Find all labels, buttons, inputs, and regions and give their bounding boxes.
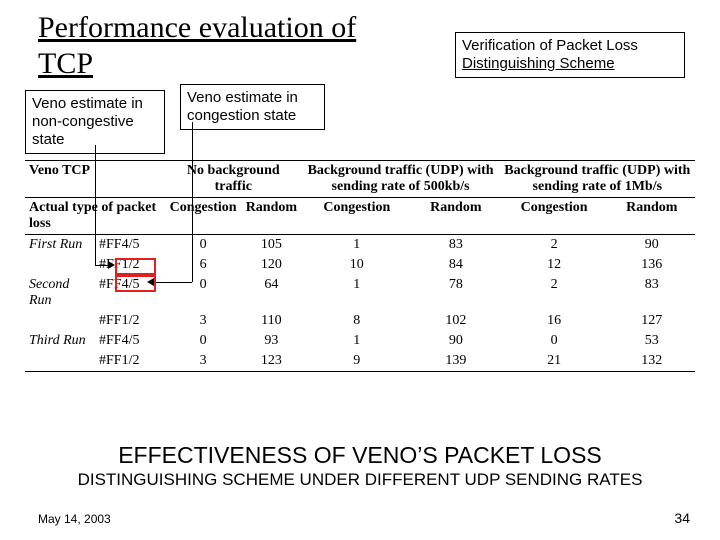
hdr-bg1m: Background traffic (UDP) with sending ra… xyxy=(500,161,695,198)
hdr-r2: Random xyxy=(412,198,500,235)
table-cell: 120 xyxy=(241,255,301,275)
row-metric-label: #FF4/5 xyxy=(95,235,165,256)
table-cell: 139 xyxy=(412,351,500,372)
table-cell: 132 xyxy=(609,351,695,372)
callout-right-l1: Verification of Packet Loss xyxy=(462,37,638,54)
table-cell: 136 xyxy=(609,255,695,275)
table-row: Third Run#FF4/5093190053 xyxy=(25,331,695,351)
table-cell: 1 xyxy=(302,235,412,256)
row-metric-label: #FF1/2 xyxy=(95,311,165,331)
hdr-blank1 xyxy=(95,161,165,198)
table-cell: 2 xyxy=(500,275,609,311)
table-cell: 110 xyxy=(241,311,301,331)
table-cell: 127 xyxy=(609,311,695,331)
table-header-row1: Veno TCP No background traffic Backgroun… xyxy=(25,161,695,198)
table-cell: 83 xyxy=(609,275,695,311)
hdr-c3: Congestion xyxy=(500,198,609,235)
table-cell: 2 xyxy=(500,235,609,256)
row-group-label: First Run xyxy=(25,235,95,256)
footer-date: May 14, 2003 xyxy=(38,512,111,526)
table-cell: 1 xyxy=(302,275,412,311)
table-row: First Run#FF4/50105183290 xyxy=(25,235,695,256)
table-cell: 84 xyxy=(412,255,500,275)
table-cell: 3 xyxy=(165,311,241,331)
title-line2: TCP xyxy=(38,47,93,80)
hdr-actual-type: Actual type of packet loss xyxy=(25,198,165,235)
row-group-label xyxy=(25,255,95,275)
data-table: Veno TCP No background traffic Backgroun… xyxy=(25,160,695,372)
callout-verification: Verification of Packet Loss Distinguishi… xyxy=(455,32,685,78)
callout-congestion: Veno estimate in congestion state xyxy=(180,84,325,130)
row-group-label: Third Run xyxy=(25,331,95,351)
row-metric-label: #FF1/2 xyxy=(95,255,165,275)
bottom-caption: EFFECTIVENESS OF VENO’S PACKET LOSS DIST… xyxy=(0,442,720,490)
table-cell: 10 xyxy=(302,255,412,275)
table-cell: 21 xyxy=(500,351,609,372)
table-cell: 0 xyxy=(165,275,241,311)
row-metric-label: #FF1/2 xyxy=(95,351,165,372)
row-metric-label: #FF4/5 xyxy=(95,331,165,351)
table-row: Second Run#FF4/5064178283 xyxy=(25,275,695,311)
table-cell: 102 xyxy=(412,311,500,331)
row-group-label xyxy=(25,311,95,331)
hdr-r1: Random xyxy=(241,198,301,235)
table-cell: 1 xyxy=(302,331,412,351)
table-row: #FF1/23110810216127 xyxy=(25,311,695,331)
bottom-line2: DISTINGUISHING SCHEME UNDER DIFFERENT UD… xyxy=(0,469,720,490)
hdr-c1: Congestion xyxy=(165,198,241,235)
table-cell: 0 xyxy=(500,331,609,351)
table-cell: 6 xyxy=(165,255,241,275)
row-metric-label: #FF4/5 xyxy=(95,275,165,311)
table-cell: 105 xyxy=(241,235,301,256)
footer-page-number: 34 xyxy=(674,510,690,526)
table-cell: 9 xyxy=(302,351,412,372)
table-cell: 83 xyxy=(412,235,500,256)
slide-title: Performance evaluation of TCP xyxy=(38,10,356,82)
table-header-row2: Actual type of packet loss Congestion Ra… xyxy=(25,198,695,235)
hdr-bg500: Background traffic (UDP) with sending ra… xyxy=(302,161,500,198)
table-cell: 53 xyxy=(609,331,695,351)
table-cell: 12 xyxy=(500,255,609,275)
table-cell: 123 xyxy=(241,351,301,372)
bottom-line1: EFFECTIVENESS OF VENO’S PACKET LOSS xyxy=(0,442,720,469)
table-cell: 93 xyxy=(241,331,301,351)
hdr-c2: Congestion xyxy=(302,198,412,235)
row-group-label xyxy=(25,351,95,372)
table-cell: 90 xyxy=(412,331,500,351)
table-cell: 0 xyxy=(165,331,241,351)
table-cell: 90 xyxy=(609,235,695,256)
table-body: First Run#FF4/50105183290#FF1/2612010841… xyxy=(25,235,695,372)
table-cell: 78 xyxy=(412,275,500,311)
hdr-r3: Random xyxy=(609,198,695,235)
table-cell: 64 xyxy=(241,275,301,311)
table-cell: 16 xyxy=(500,311,609,331)
title-line1: Performance evaluation of xyxy=(38,11,356,44)
table-row: #FF1/23123913921132 xyxy=(25,351,695,372)
table-cell: 8 xyxy=(302,311,412,331)
table-cell: 3 xyxy=(165,351,241,372)
hdr-nobg: No background traffic xyxy=(165,161,302,198)
callout-right-l2: Distinguishing Scheme xyxy=(462,55,615,72)
table-cell: 0 xyxy=(165,235,241,256)
row-group-label: Second Run xyxy=(25,275,95,311)
data-table-wrap: Veno TCP No background traffic Backgroun… xyxy=(25,160,695,372)
hdr-veno-tcp: Veno TCP xyxy=(25,161,95,198)
table-row: #FF1/26120108412136 xyxy=(25,255,695,275)
